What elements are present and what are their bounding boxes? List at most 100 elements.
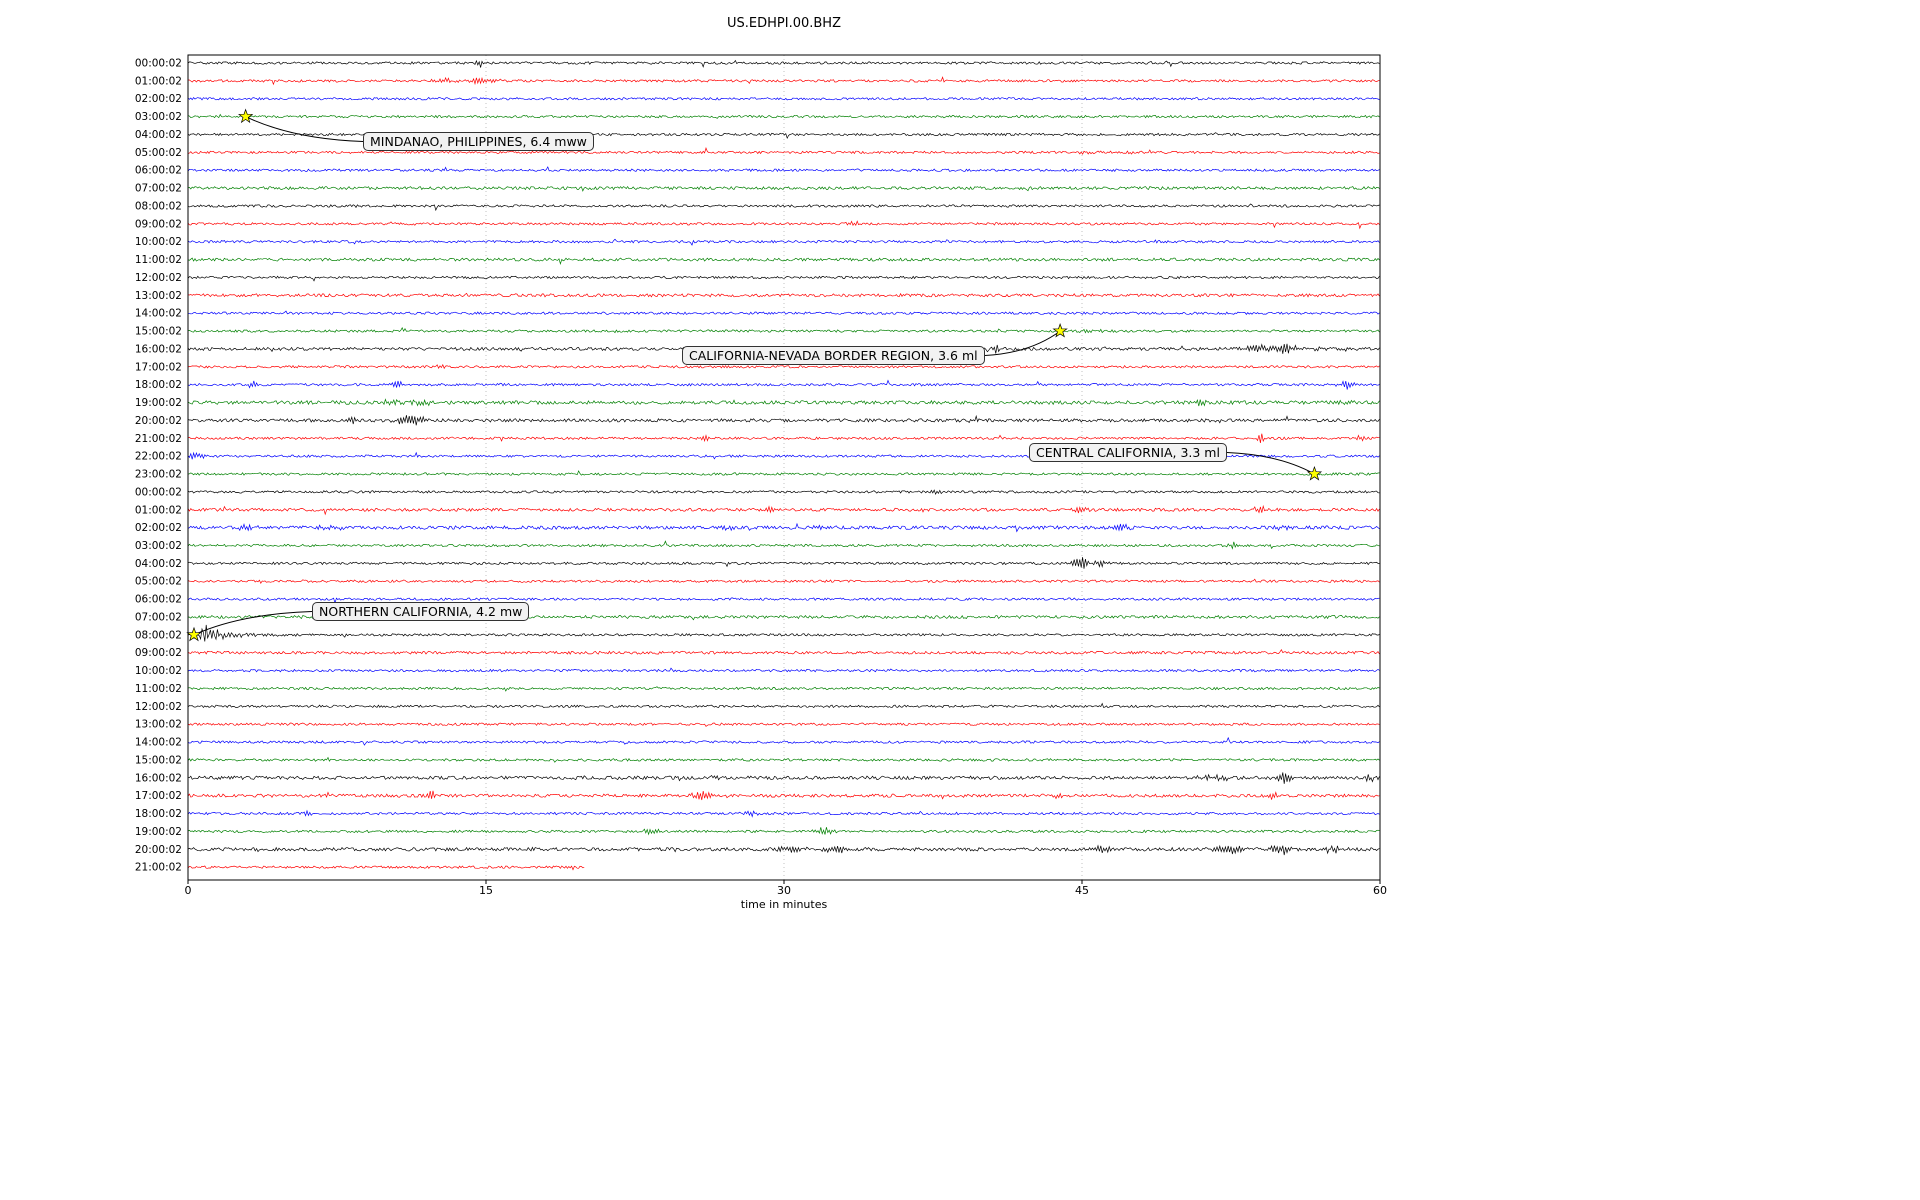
event-star-marker (238, 108, 254, 124)
seismogram-trace (187, 557, 1380, 569)
seismogram-trace (187, 578, 1380, 585)
seismogram-trace (187, 540, 1380, 550)
seismogram-trace (187, 275, 1380, 282)
seismogram-trace (187, 292, 1380, 298)
seismogram-trace (187, 327, 1380, 334)
seismogram-trace (187, 398, 1380, 407)
row-time-label: 21:00:02 (135, 433, 182, 445)
seismogram-trace (188, 310, 1380, 315)
x-tick-label: 0 (184, 884, 192, 897)
seismogram-trace (187, 736, 1380, 746)
row-time-label: 19:00:02 (135, 397, 182, 409)
seismogram-trace (187, 238, 1380, 246)
seismogram-trace (187, 96, 1380, 101)
seismogram-trace (187, 844, 1380, 856)
x-tick-label: 45 (1075, 884, 1089, 897)
event-annotation-california-nevada: CALIFORNIA-NEVADA BORDER REGION, 3.6 ml (682, 346, 985, 365)
row-time-label: 12:00:02 (135, 272, 182, 284)
seismogram-trace (187, 203, 1380, 212)
x-tick-label: 60 (1373, 884, 1387, 897)
row-time-label: 07:00:02 (135, 611, 182, 623)
row-time-label: 13:00:02 (135, 290, 182, 302)
annotation-connector (1226, 452, 1315, 475)
row-time-label: 06:00:02 (135, 165, 182, 177)
seismogram-trace (187, 756, 1380, 763)
seismogram-trace (187, 522, 1380, 533)
row-time-label: 08:00:02 (135, 629, 182, 641)
seismogram-trace (187, 667, 1380, 673)
seismogram-trace (187, 790, 1380, 801)
row-time-label: 00:00:02 (135, 58, 182, 70)
row-time-label: 11:00:02 (135, 683, 182, 695)
event-annotation-northern-california: NORTHERN CALIFORNIA, 4.2 mw (312, 602, 530, 621)
seismogram-trace (187, 363, 1380, 370)
event-annotation-mindanao: MINDANAO, PHILIPPINES, 6.4 mww (363, 132, 594, 151)
x-tick-label: 30 (777, 884, 791, 897)
seismogram-trace (187, 772, 1380, 784)
row-time-label: 05:00:02 (135, 147, 182, 159)
x-tick-label: 15 (479, 884, 493, 897)
row-time-label: 11:00:02 (135, 254, 182, 266)
row-time-label: 15:00:02 (135, 754, 182, 766)
row-time-label: 10:00:02 (135, 665, 182, 677)
row-time-label: 09:00:02 (135, 218, 182, 230)
seismogram-trace (187, 504, 1380, 516)
row-time-label: 14:00:02 (135, 737, 182, 749)
row-time-label: 22:00:02 (135, 451, 182, 463)
row-time-label: 15:00:02 (135, 326, 182, 338)
row-time-label: 14:00:02 (135, 308, 182, 320)
seismogram-trace (187, 166, 1380, 173)
row-time-label: 10:00:02 (135, 236, 182, 248)
row-time-label: 01:00:02 (135, 75, 182, 87)
row-time-label: 04:00:02 (135, 129, 182, 141)
seismogram-trace (187, 433, 1380, 443)
row-time-label: 09:00:02 (135, 647, 182, 659)
seismogram-trace (187, 470, 1380, 476)
x-axis-label: time in minutes (740, 898, 828, 911)
seismogram-trace (187, 147, 1380, 155)
seismogram-trace (187, 722, 1380, 727)
row-time-label: 18:00:02 (135, 379, 182, 391)
row-time-label: 13:00:02 (135, 719, 182, 731)
seismogram-trace (187, 624, 1380, 642)
row-time-label: 23:00:02 (135, 469, 182, 481)
row-time-label: 02:00:02 (135, 93, 182, 105)
row-time-label: 03:00:02 (135, 111, 182, 123)
seismogram-trace (187, 257, 1380, 266)
seismogram-trace (187, 59, 1380, 68)
row-time-label: 19:00:02 (135, 826, 182, 838)
event-star-marker (1306, 465, 1323, 481)
row-time-label: 03:00:02 (135, 540, 182, 552)
annotation-connector (984, 330, 1061, 356)
seismogram-trace (187, 865, 585, 871)
event-star-marker (186, 626, 202, 642)
row-time-label: 20:00:02 (135, 415, 182, 427)
row-time-label: 04:00:02 (135, 558, 182, 570)
row-time-label: 00:00:02 (135, 486, 182, 498)
row-time-label: 02:00:02 (135, 522, 182, 534)
row-time-label: 12:00:02 (135, 701, 182, 713)
row-time-label: 16:00:02 (135, 343, 182, 355)
seismogram-trace (187, 414, 1380, 426)
seismogram-trace (187, 702, 1380, 709)
seismogram-trace (187, 809, 1380, 818)
seismogram-trace (187, 185, 1380, 192)
row-time-label: 16:00:02 (135, 772, 182, 784)
row-time-label: 20:00:02 (135, 844, 182, 856)
row-time-label: 01:00:02 (135, 504, 182, 516)
seismogram-trace (187, 220, 1380, 230)
seismogram-trace (187, 113, 1380, 119)
row-time-label: 21:00:02 (135, 862, 182, 874)
annotation-connector (193, 611, 313, 636)
seismogram-trace (187, 827, 1380, 836)
row-time-label: 18:00:02 (135, 808, 182, 820)
row-time-label: 17:00:02 (135, 790, 182, 802)
event-annotation-central-california: CENTRAL CALIFORNIA, 3.3 ml (1029, 443, 1227, 462)
seismogram-trace (187, 597, 1380, 605)
row-time-label: 05:00:02 (135, 576, 182, 588)
row-time-label: 06:00:02 (135, 594, 182, 606)
event-star-marker (1052, 323, 1068, 338)
row-time-label: 17:00:02 (135, 361, 182, 373)
